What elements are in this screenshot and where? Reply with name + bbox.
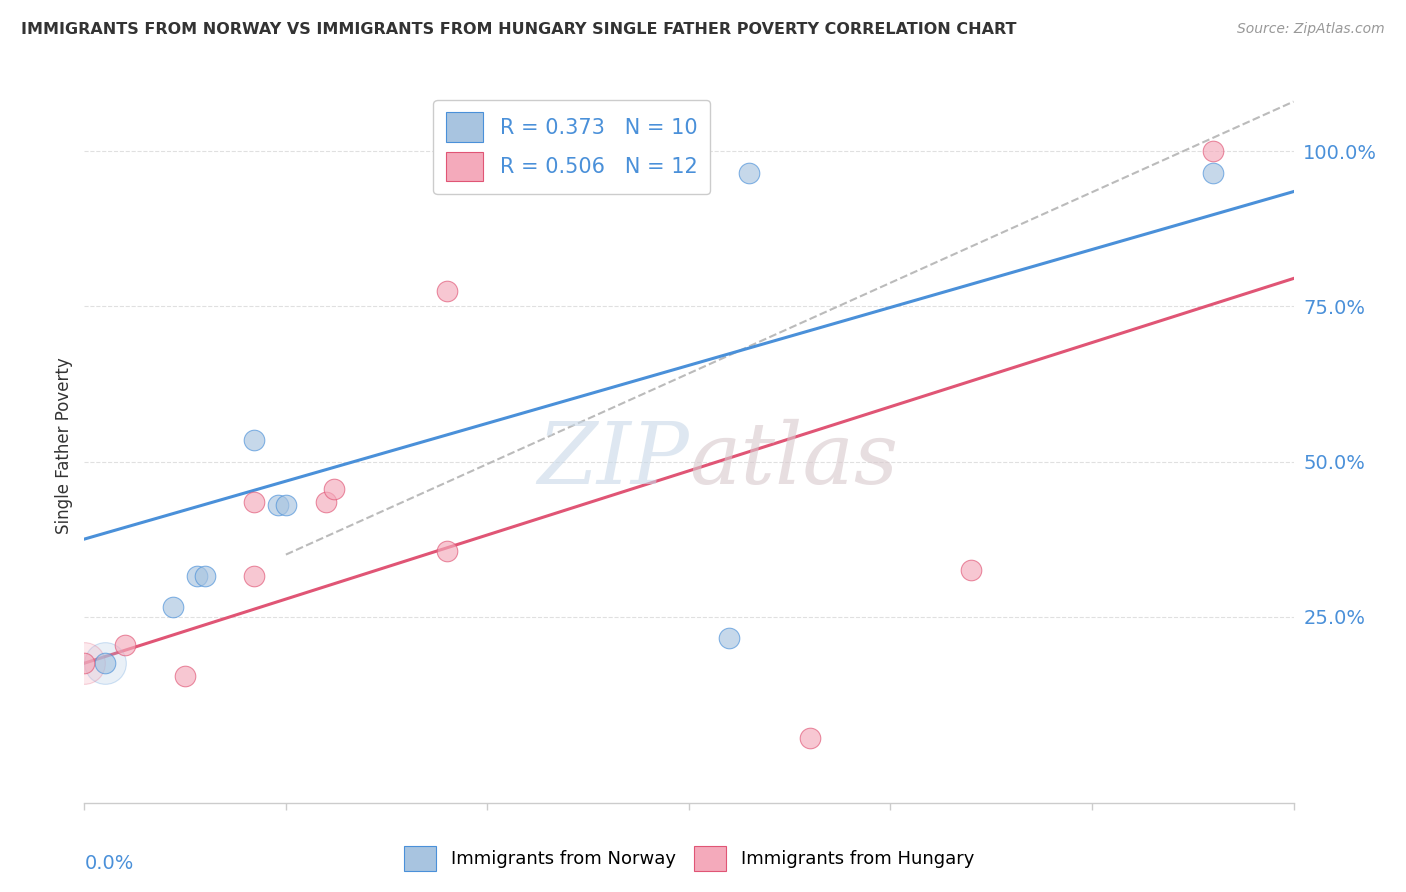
Point [274, 498, 297, 512]
Point [242, 433, 264, 447]
Point [73, 656, 96, 670]
Point [799, 731, 821, 745]
Point [960, 563, 983, 577]
Y-axis label: Single Father Poverty: Single Father Poverty [55, 358, 73, 534]
Text: Source: ZipAtlas.com: Source: ZipAtlas.com [1237, 22, 1385, 37]
Point [718, 632, 741, 646]
Point [436, 284, 458, 298]
Point [1202, 166, 1225, 180]
Point [323, 483, 346, 497]
Point [162, 600, 184, 615]
Text: ZIP: ZIP [537, 419, 689, 501]
Point [242, 569, 264, 583]
Point [315, 495, 337, 509]
Point [242, 495, 264, 509]
Point [174, 668, 197, 682]
Legend: Immigrants from Norway, Immigrants from Hungary: Immigrants from Norway, Immigrants from … [396, 838, 981, 879]
Point [436, 544, 458, 558]
Point [738, 166, 761, 180]
Point [186, 569, 208, 583]
Point [93, 656, 115, 670]
Point [114, 638, 136, 652]
Point [93, 656, 115, 670]
Point [194, 569, 217, 583]
Point [267, 498, 290, 512]
Point [73, 656, 96, 670]
Point [1202, 145, 1225, 159]
Text: atlas: atlas [689, 419, 898, 501]
Text: 0.0%: 0.0% [84, 855, 134, 873]
Legend: R = 0.373   N = 10, R = 0.506   N = 12: R = 0.373 N = 10, R = 0.506 N = 12 [433, 100, 710, 194]
Text: IMMIGRANTS FROM NORWAY VS IMMIGRANTS FROM HUNGARY SINGLE FATHER POVERTY CORRELAT: IMMIGRANTS FROM NORWAY VS IMMIGRANTS FRO… [21, 22, 1017, 37]
